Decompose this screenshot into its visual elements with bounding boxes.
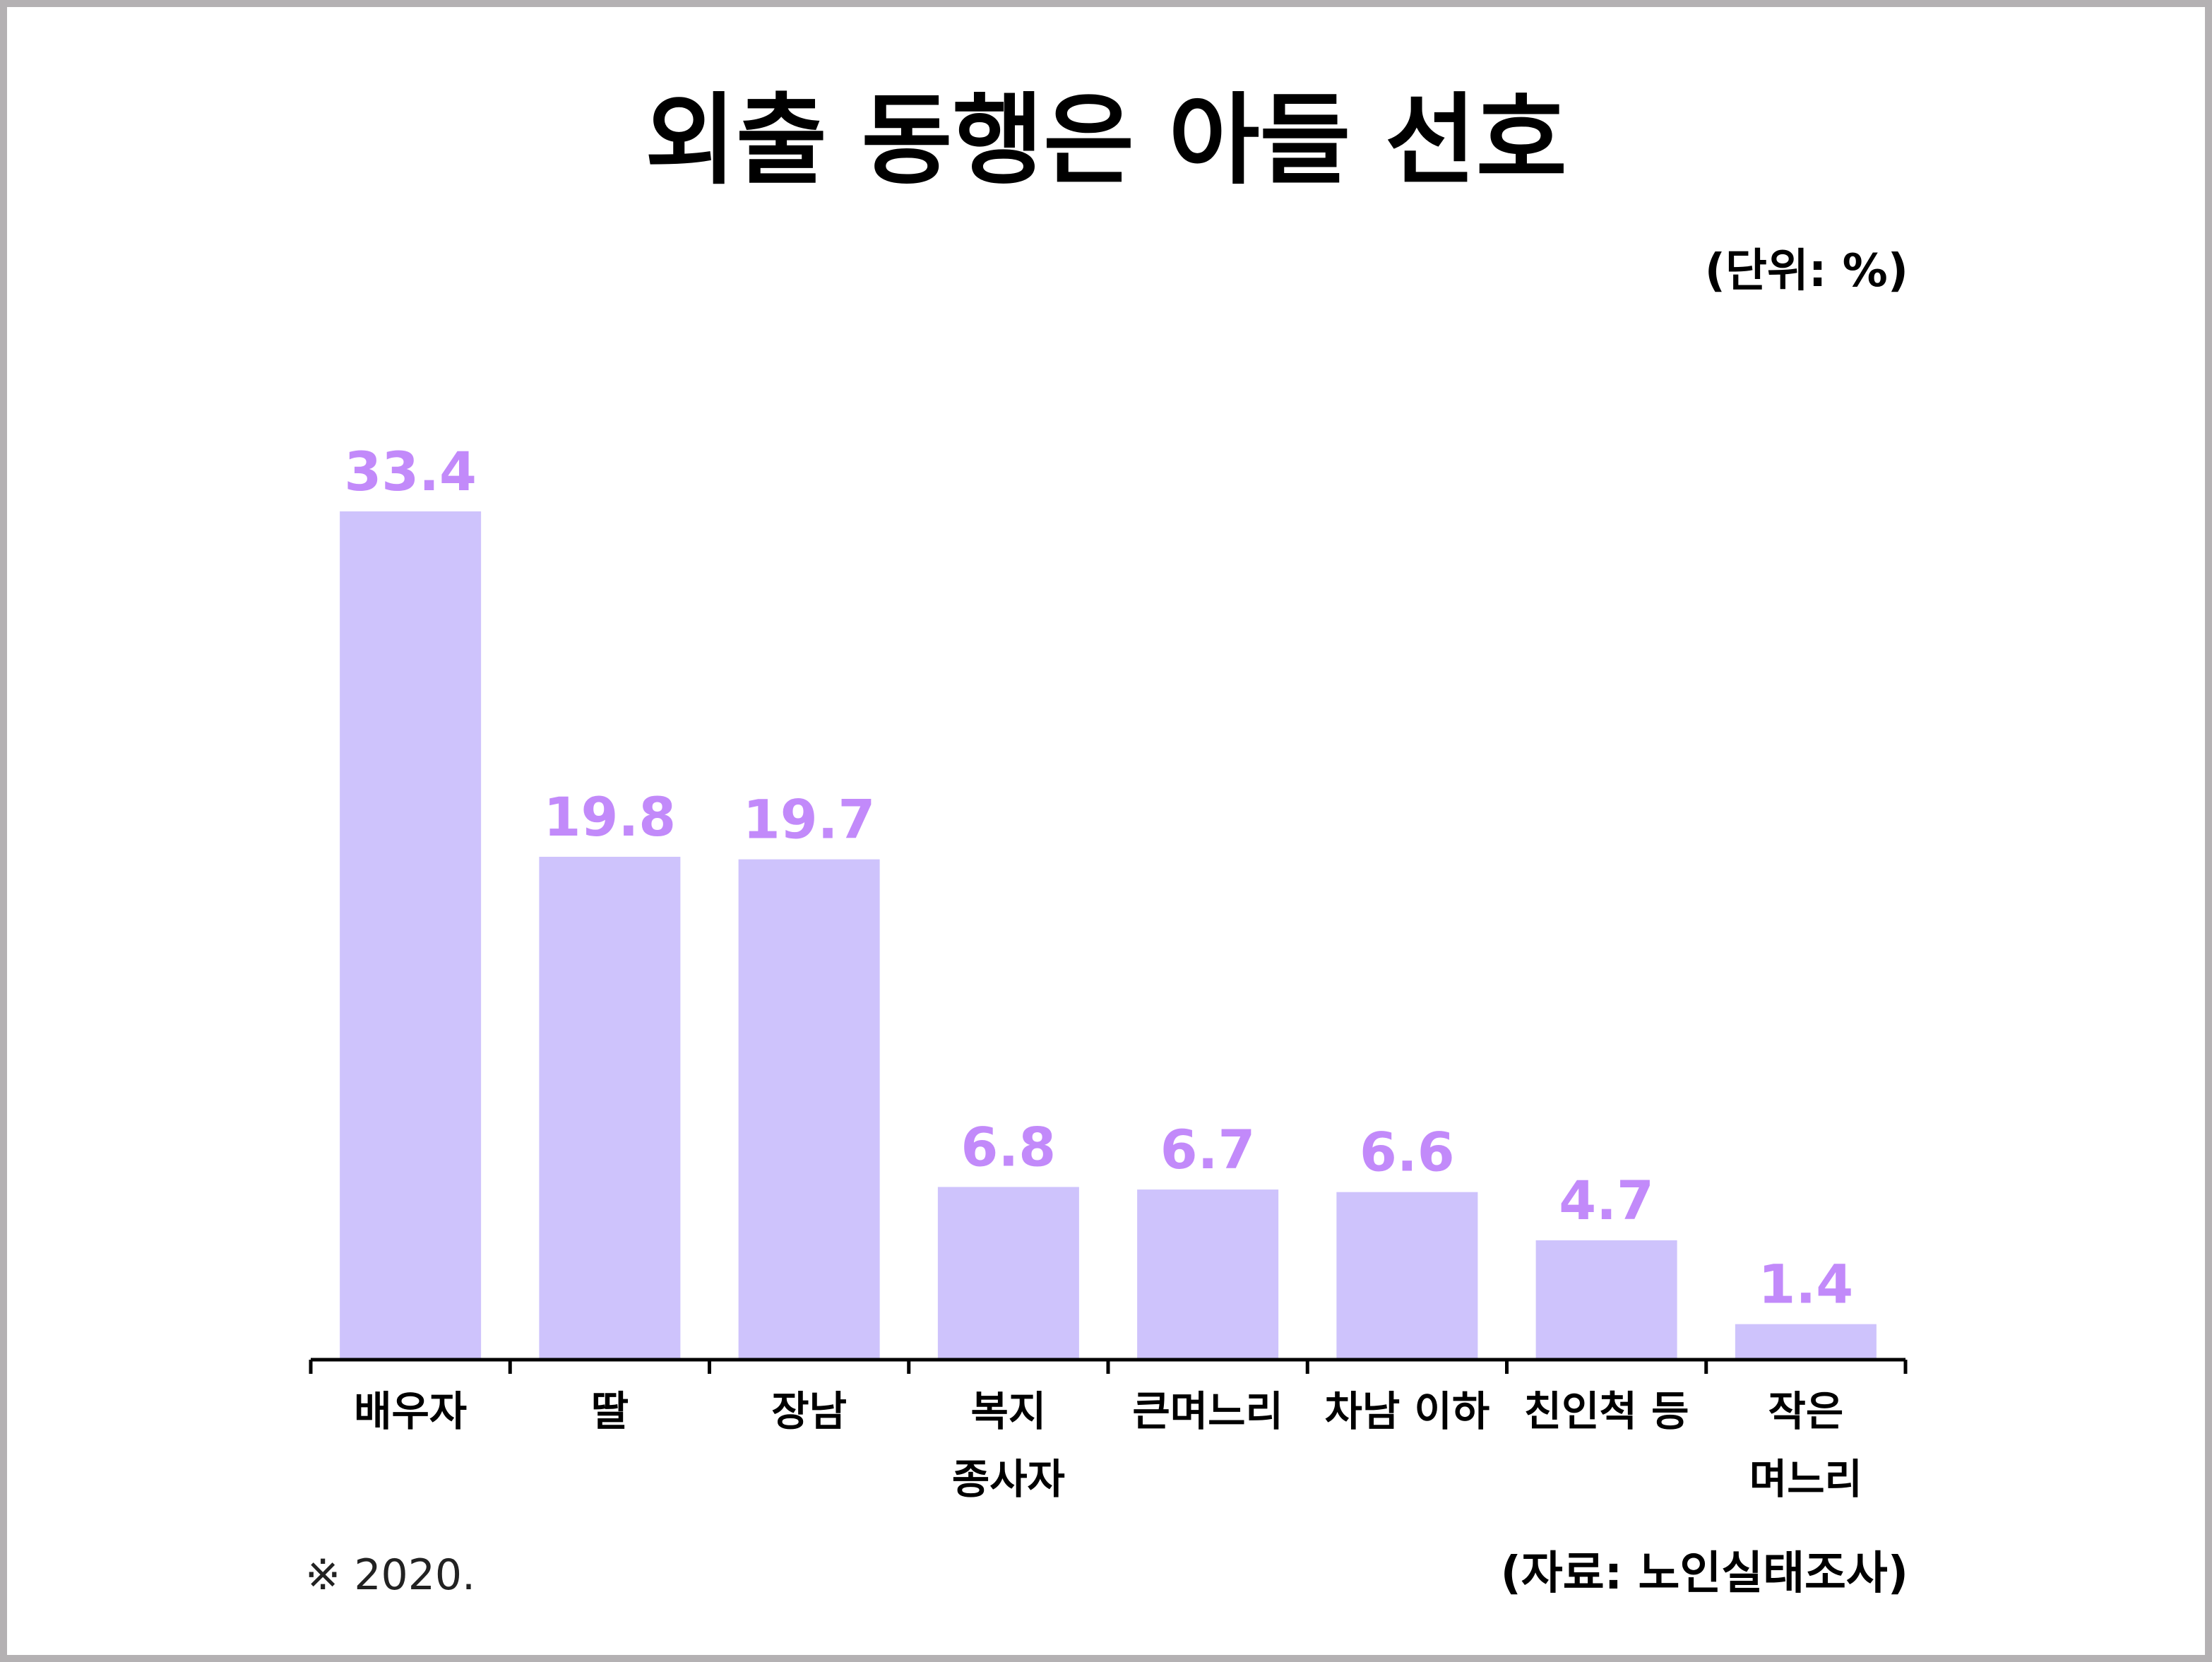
category-label-5: 큰며느리	[1132, 1387, 1283, 1435]
value-label-7: 4.7	[1559, 1169, 1654, 1232]
value-labels-group: 33.4 19.8 19.7 6.8 6.7 6.6 4.7 1.4	[344, 440, 1853, 1316]
bar-2	[539, 857, 681, 1360]
source-label: (자료: 노인실태조사)	[1500, 1548, 1908, 1600]
bar-4	[937, 1187, 1079, 1360]
bar-8	[1735, 1324, 1877, 1360]
value-label-2: 19.8	[544, 785, 677, 848]
bar-6	[1336, 1192, 1478, 1360]
value-label-1: 33.4	[344, 440, 477, 503]
bar-5	[1137, 1189, 1279, 1360]
value-label-3: 19.7	[743, 788, 876, 851]
unit-label: (단위: %)	[1704, 245, 1908, 297]
category-label-3: 장남	[771, 1387, 847, 1435]
value-label-6: 6.6	[1360, 1121, 1455, 1184]
category-label-8-line-1: 작은	[1768, 1387, 1844, 1435]
x-axis	[309, 1358, 1908, 1374]
value-label-5: 6.7	[1160, 1118, 1256, 1181]
bars-group	[340, 511, 1877, 1360]
chart-title: 외출 동행은 아들 선호	[645, 83, 1567, 198]
category-label-1: 배우자	[354, 1387, 467, 1435]
value-label-4: 6.8	[961, 1115, 1057, 1178]
category-label-7: 친인척 등	[1524, 1387, 1689, 1435]
bar-7	[1535, 1240, 1677, 1360]
bar-1	[340, 511, 482, 1360]
category-label-4-line-1: 복지	[971, 1387, 1047, 1435]
year-note: ※ 2020.	[305, 1550, 476, 1600]
category-label-8-line-2: 며느리	[1749, 1455, 1862, 1503]
value-label-8: 1.4	[1759, 1253, 1854, 1316]
bar-3	[738, 859, 880, 1360]
category-label-6: 차남 이하	[1325, 1387, 1490, 1435]
category-label-2: 딸	[591, 1387, 629, 1435]
category-label-4-line-2: 종사자	[952, 1455, 1065, 1503]
